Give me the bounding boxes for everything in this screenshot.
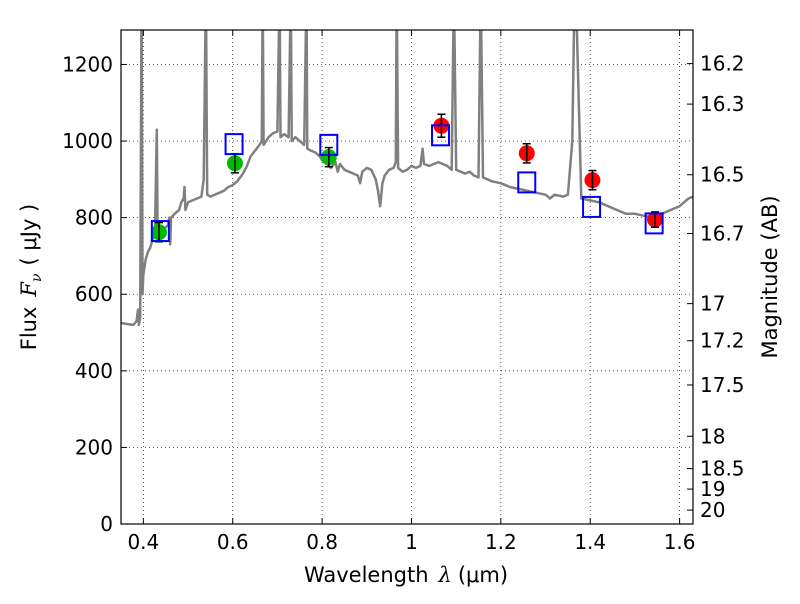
x-tick-label: 0.4 bbox=[127, 530, 159, 554]
model-square bbox=[644, 212, 664, 235]
magnitude-axis-label: Magnitude (AB) bbox=[758, 195, 782, 358]
mag-tick-label: 17.5 bbox=[700, 373, 745, 397]
y-tick-label: 600 bbox=[75, 282, 113, 306]
y-tick-label: 1200 bbox=[62, 52, 113, 76]
y-tick-label: 800 bbox=[75, 206, 113, 230]
x-tick-label: 1.6 bbox=[664, 530, 696, 554]
x-tick-label: 0.6 bbox=[217, 530, 249, 554]
y-axis-label: FluxFν( μJy ) bbox=[17, 204, 45, 350]
mag-tick-label: 16.7 bbox=[700, 222, 745, 246]
y-tick-label: 0 bbox=[100, 512, 113, 536]
mag-tick-label: 16.2 bbox=[700, 52, 745, 76]
model-square bbox=[150, 220, 170, 243]
x-tick-label: 1.2 bbox=[485, 530, 517, 554]
mag-tick-label: 20 bbox=[700, 498, 725, 522]
mag-tick-label: 18 bbox=[700, 424, 725, 448]
model-square bbox=[431, 124, 451, 147]
mag-tick-label: 16.5 bbox=[700, 163, 745, 187]
x-tick-label: 0.8 bbox=[306, 530, 338, 554]
plot-area bbox=[121, 30, 693, 327]
y-axis: 0 200 400 600 800 1000 1200 bbox=[62, 52, 127, 536]
model-square bbox=[224, 133, 244, 156]
x-tick-label: 1.4 bbox=[574, 530, 606, 554]
mag-tick-label: 16.3 bbox=[700, 92, 745, 116]
model-square bbox=[582, 195, 602, 218]
x-axis: 0.4 0.6 0.8 1 1.2 1.4 1.6 bbox=[127, 30, 696, 554]
y-tick-label: 400 bbox=[75, 359, 113, 383]
mag-tick-label: 18.5 bbox=[700, 457, 745, 481]
mag-tick-label: 19 bbox=[700, 477, 725, 501]
x-axis-label: Wavelength λ (μm) bbox=[304, 563, 508, 587]
x-tick-label: 1 bbox=[405, 530, 418, 554]
mag-tick-label: 17.2 bbox=[700, 329, 745, 353]
y-tick-label: 200 bbox=[75, 435, 113, 459]
mag-tick-label: 17 bbox=[700, 292, 725, 316]
y-tick-label: 1000 bbox=[62, 129, 113, 153]
spectrum-line bbox=[121, 30, 693, 327]
model-square bbox=[517, 171, 537, 194]
plot-frame bbox=[120, 29, 694, 525]
model-square bbox=[319, 133, 339, 156]
